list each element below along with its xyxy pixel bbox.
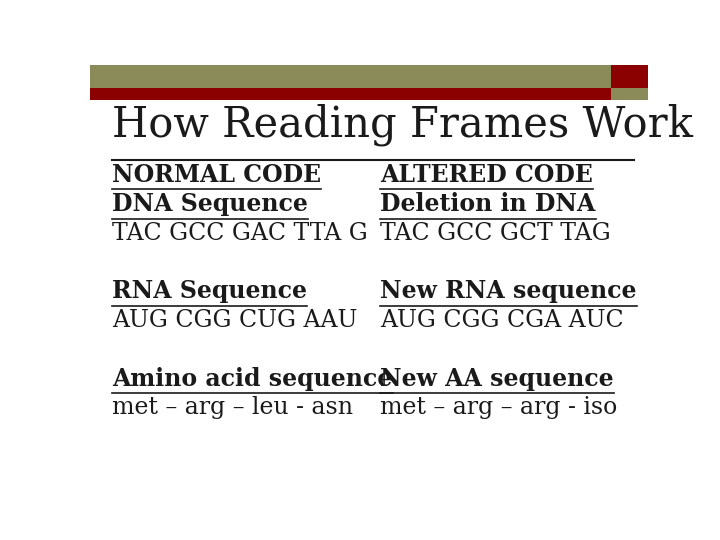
Bar xyxy=(611,87,648,100)
Text: How Reading Frames Work: How Reading Frames Work xyxy=(112,104,693,146)
Text: NORMAL CODE: NORMAL CODE xyxy=(112,163,321,187)
Text: RNA Sequence: RNA Sequence xyxy=(112,279,307,303)
Text: ALTERED CODE: ALTERED CODE xyxy=(380,163,593,187)
Text: Deletion in DNA: Deletion in DNA xyxy=(380,192,595,216)
Text: AUG CGG CGA AUC: AUG CGG CGA AUC xyxy=(380,309,624,332)
Text: TAC GCC GAC TTA G: TAC GCC GAC TTA G xyxy=(112,222,368,245)
Bar xyxy=(90,87,611,100)
Text: New AA sequence: New AA sequence xyxy=(380,367,613,391)
Text: AUG CGG CUG AAU: AUG CGG CUG AAU xyxy=(112,309,358,332)
Text: met – arg – arg - iso: met – arg – arg - iso xyxy=(380,396,618,420)
Text: TAC GCC GCT TAG: TAC GCC GCT TAG xyxy=(380,222,611,245)
Bar xyxy=(90,65,611,87)
Text: Amino acid sequence: Amino acid sequence xyxy=(112,367,392,391)
Text: DNA Sequence: DNA Sequence xyxy=(112,192,308,216)
Text: met – arg – leu - asn: met – arg – leu - asn xyxy=(112,396,354,420)
Text: New RNA sequence: New RNA sequence xyxy=(380,279,636,303)
Bar xyxy=(611,65,648,87)
